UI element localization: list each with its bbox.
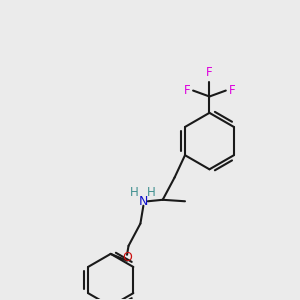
Text: F: F [184, 84, 190, 97]
Text: F: F [206, 66, 213, 79]
Text: O: O [122, 251, 132, 264]
Text: H: H [146, 186, 155, 199]
Text: H: H [130, 186, 139, 199]
Text: F: F [229, 84, 236, 97]
Text: N: N [139, 195, 148, 208]
